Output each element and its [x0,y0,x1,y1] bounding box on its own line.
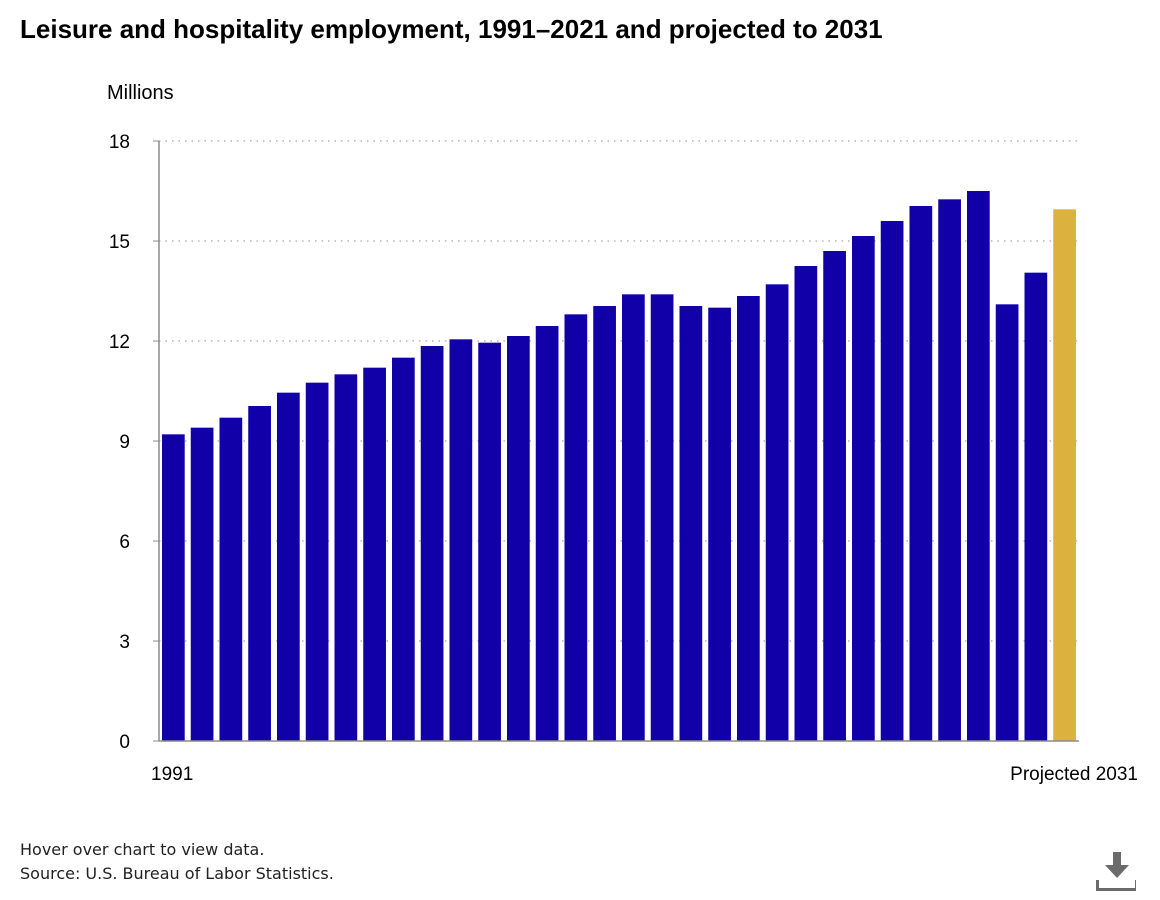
bar[interactable] [392,357,415,741]
bar[interactable] [823,251,846,741]
bar[interactable] [650,294,674,741]
bar[interactable] [449,339,473,741]
bar[interactable] [248,406,271,741]
y-tick-label: 3 [119,632,130,653]
bar[interactable] [765,284,789,741]
hover-note: Hover over chart to view data. [20,840,265,859]
chart-title: Leisure and hospitality employment, 1991… [20,14,883,44]
bar[interactable] [593,306,616,741]
bar[interactable] [363,367,386,741]
y-tick-label: 0 [119,732,130,753]
bar[interactable] [708,307,731,741]
bar[interactable] [679,306,703,741]
x-tick-label-first: 1991 [151,764,193,785]
bars[interactable] [162,191,1076,741]
bar[interactable] [564,314,588,741]
bar-projected[interactable] [1053,209,1076,741]
bar[interactable] [938,199,961,741]
bar[interactable] [334,374,358,741]
bar[interactable] [622,294,645,741]
bar[interactable] [219,417,243,741]
bar[interactable] [277,392,300,741]
source-note: Source: U.S. Bureau of Labor Statistics. [20,864,334,883]
bar[interactable] [880,221,904,741]
bar[interactable] [967,191,990,741]
y-tick-label: 12 [109,332,130,353]
bar[interactable] [737,296,760,741]
y-tick-label: 9 [119,432,130,453]
bar[interactable] [852,236,875,741]
bar[interactable] [507,336,530,741]
bar[interactable] [305,382,329,741]
y-tick-label: 15 [109,232,130,253]
bar[interactable] [909,206,933,741]
bar[interactable] [420,346,444,741]
y-axis-label: Millions [107,82,174,104]
download-icon [1096,852,1138,891]
bar[interactable] [535,326,559,741]
bar[interactable] [190,427,214,741]
download-button[interactable] [1094,850,1138,892]
bar[interactable] [1024,272,1048,741]
bar[interactable] [995,304,1019,741]
y-tick-label: 6 [119,532,130,553]
bar[interactable] [794,266,818,741]
bar[interactable] [162,434,185,741]
x-tick-label-last: Projected 2031 [1010,764,1138,785]
bar[interactable] [478,342,501,741]
y-tick-label: 18 [109,132,130,153]
axes: 0 3 6 9 12 15 18 1991 Projected 2031 [109,132,1138,785]
